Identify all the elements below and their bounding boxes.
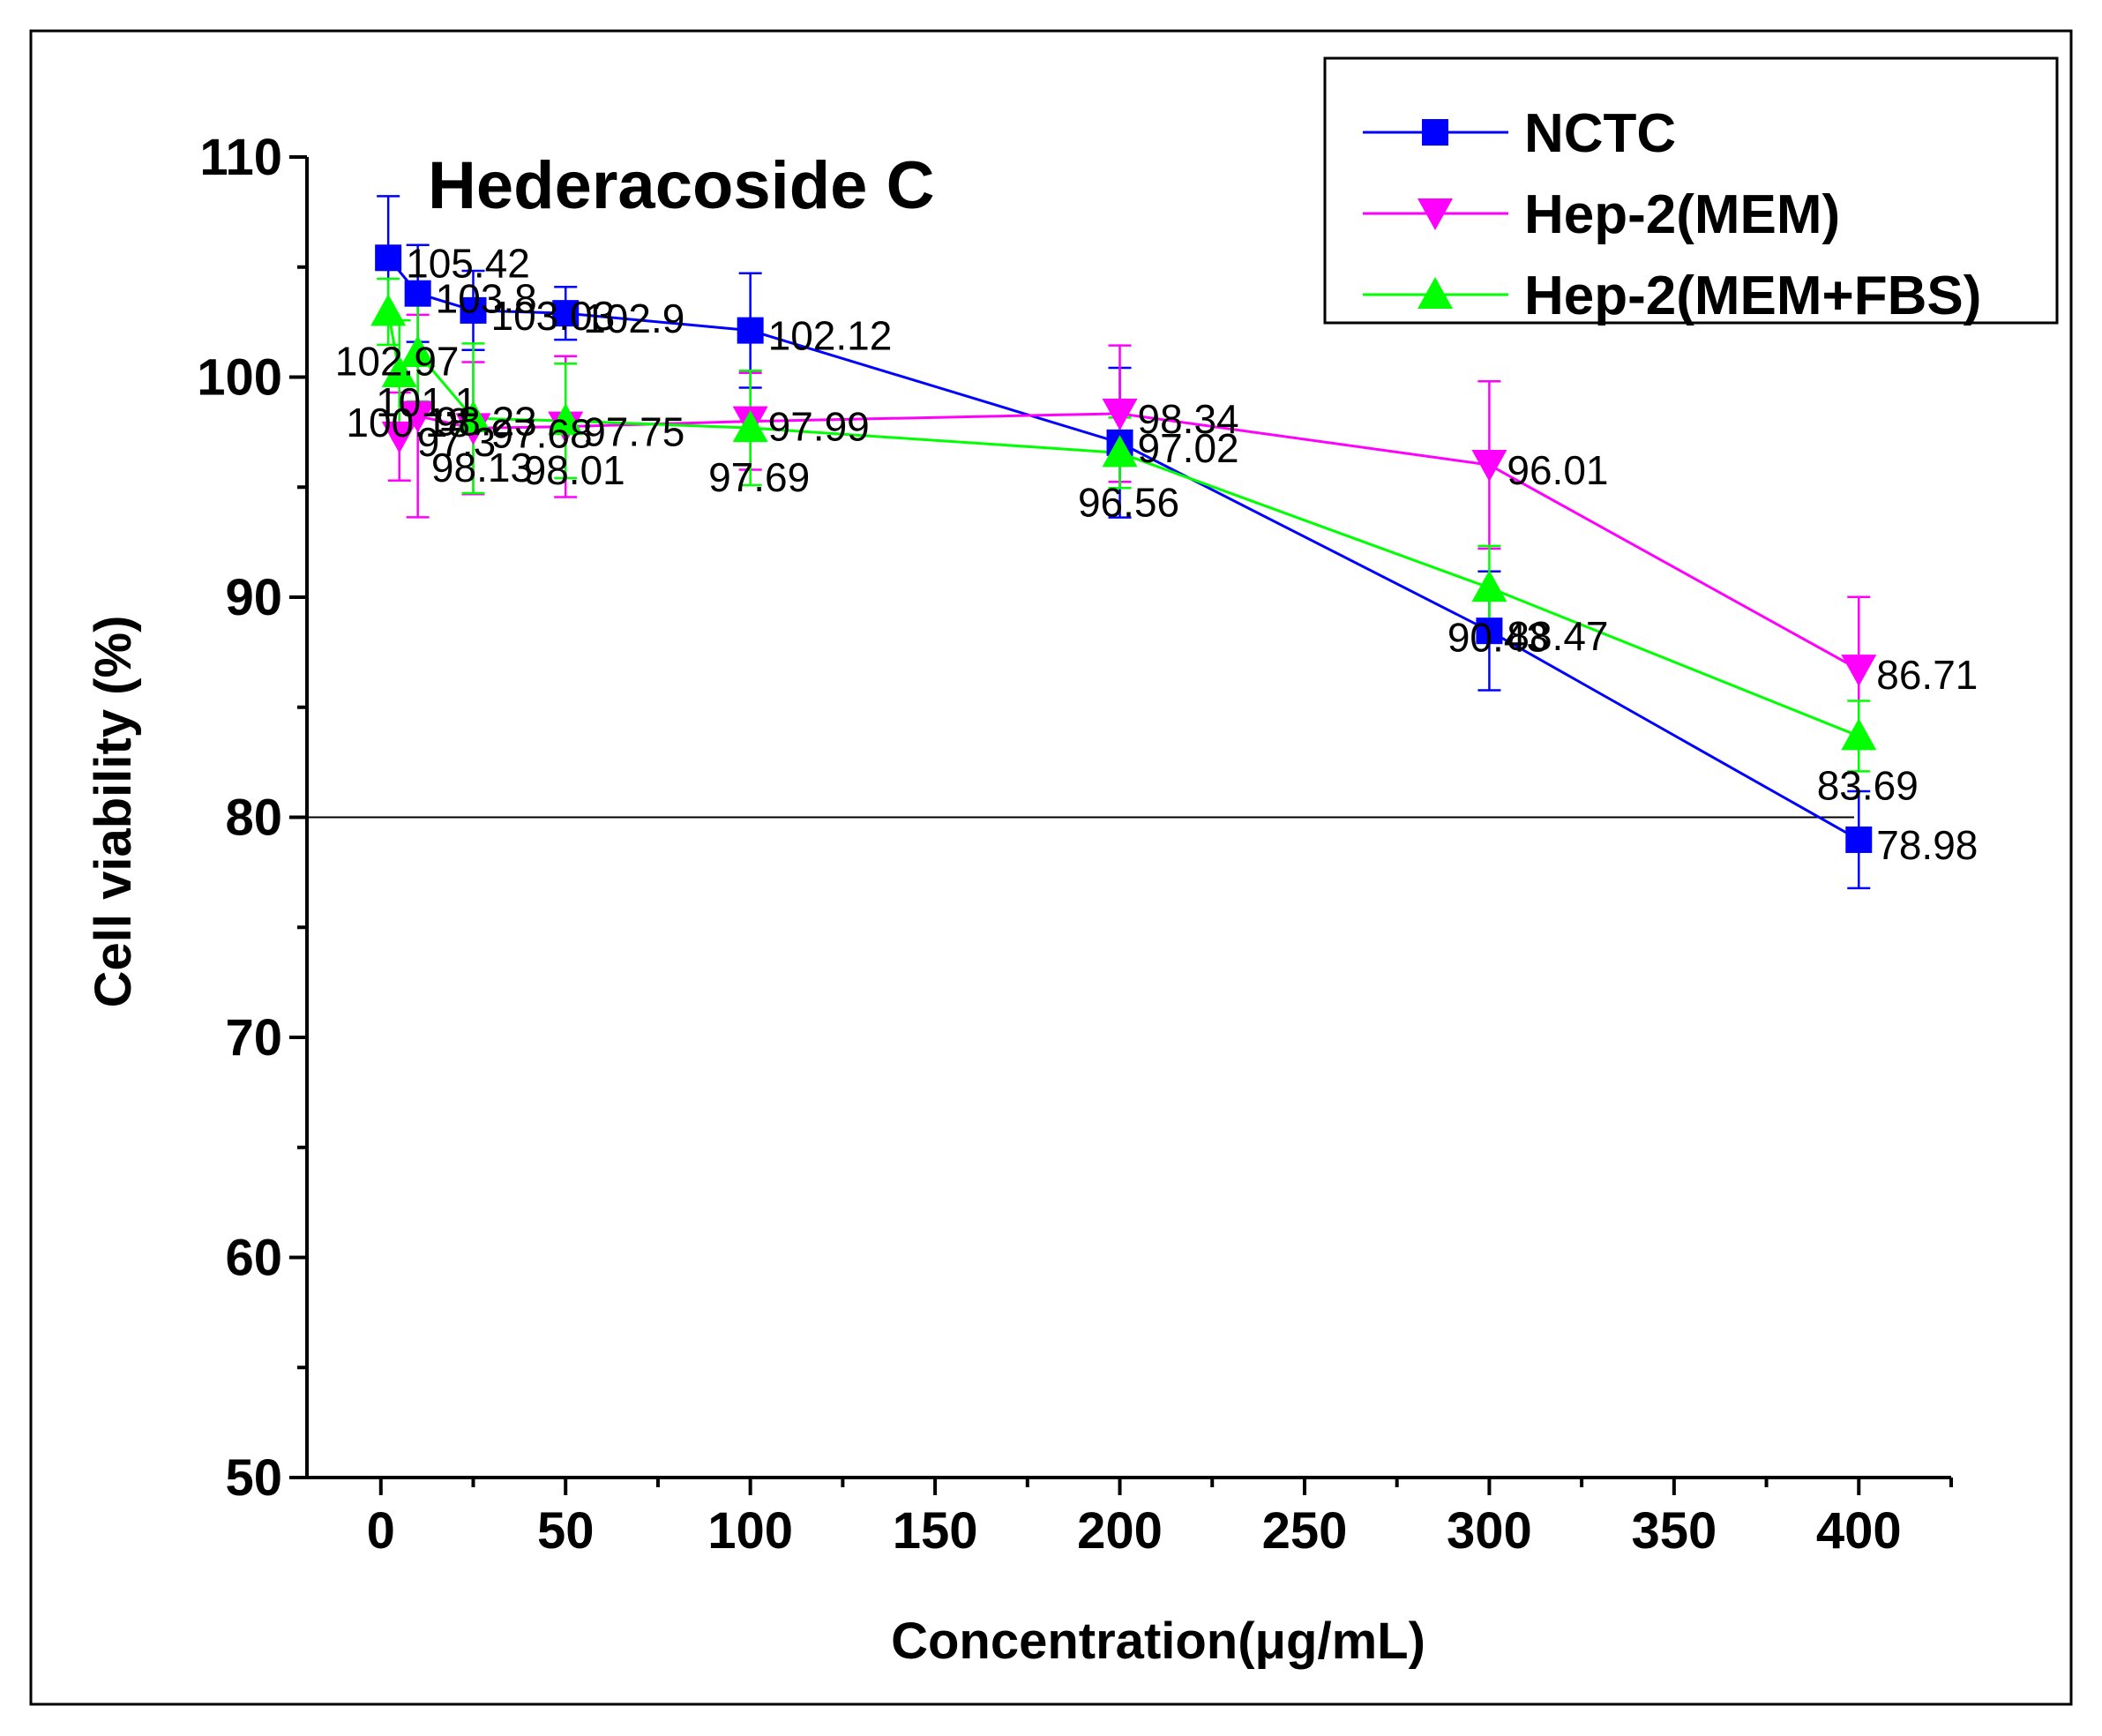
data-label: 98.23: [436, 399, 537, 445]
legend-label: Hep-2(MEM): [1524, 184, 1840, 245]
data-point: [1102, 435, 1138, 468]
x-tick-label: 100: [707, 1502, 793, 1560]
data-point: [460, 296, 487, 324]
legend-marker: [1422, 119, 1448, 146]
data-point: [1471, 570, 1507, 602]
data-label: 96.01: [1507, 447, 1608, 493]
legend-marker: [1418, 277, 1453, 309]
data-label: 98.13: [431, 445, 533, 490]
data-label: 97.68: [490, 410, 592, 456]
x-tick-label: 250: [1262, 1502, 1348, 1560]
data-label: 96.56: [1078, 479, 1179, 525]
data-label: 97.75: [583, 409, 684, 455]
data-point: [552, 300, 580, 327]
data-label: 97.69: [708, 454, 810, 500]
data-point: [375, 244, 402, 272]
data-point: [381, 421, 417, 453]
data-point: [737, 317, 764, 344]
data-label: 86.71: [1876, 652, 1978, 698]
legend-label: NCTC: [1524, 103, 1676, 164]
data-label: 98.01: [524, 447, 625, 493]
data-point: [1841, 718, 1877, 751]
y-tick-label: 110: [199, 129, 282, 186]
data-point: [1845, 826, 1873, 853]
data-label: 83.69: [1817, 762, 1919, 808]
y-tick-label: 50: [225, 1449, 282, 1507]
chart-title: Hederacoside C: [428, 148, 934, 223]
y-tick-label: 90: [225, 569, 282, 626]
data-point: [1476, 617, 1503, 645]
data-label: 103.03: [490, 293, 615, 339]
data-label: 90.43: [1447, 614, 1549, 660]
data-label: 102.12: [768, 313, 893, 359]
data-label: 102.9: [583, 296, 684, 341]
data-point: [455, 400, 491, 433]
y-tick-label: 60: [225, 1230, 282, 1287]
legend-label: Hep-2(MEM+FBS): [1524, 266, 1981, 326]
y-tick-label: 100: [197, 349, 282, 407]
data-point: [370, 294, 407, 326]
data-label: 102.97: [335, 338, 460, 384]
x-tick-label: 350: [1631, 1502, 1717, 1560]
data-point: [404, 280, 431, 307]
x-tick-label: 400: [1816, 1502, 1902, 1560]
x-tick-label: 200: [1077, 1502, 1163, 1560]
legend-box: [1323, 56, 2059, 325]
data-point: [548, 403, 584, 436]
y-axis-title: Cell viability (%): [85, 616, 142, 1008]
data-point: [381, 355, 417, 388]
x-tick-label: 0: [367, 1502, 395, 1560]
legend: NCTC Hep-2(MEM) Hep-2(MEM+FBS): [1323, 56, 2059, 326]
data-point: [400, 400, 436, 433]
x-axis-title: Concentration(μg/mL): [891, 1613, 1425, 1670]
data-point: [400, 335, 436, 368]
data-label: 103.8: [436, 276, 537, 322]
data-label: 97.3: [417, 419, 497, 465]
data-point: [732, 410, 768, 443]
data-label: 98.34: [1138, 396, 1239, 442]
data-label: 97.02: [1138, 425, 1239, 471]
data-point: [1841, 655, 1877, 687]
legend-marker: [1418, 198, 1453, 230]
data-label: 88.47: [1507, 613, 1608, 659]
x-tick-label: 50: [537, 1502, 595, 1560]
data-label: 101.1: [376, 379, 477, 425]
data-point: [1471, 450, 1507, 483]
y-tick-label: 80: [225, 789, 282, 847]
data-label: 78.98: [1876, 822, 1978, 868]
data-label: 97.99: [768, 404, 870, 450]
x-tick-label: 150: [893, 1502, 978, 1560]
data-label: 100.18: [346, 400, 470, 445]
data-label: 105.42: [406, 240, 530, 286]
x-tick-label: 300: [1447, 1502, 1532, 1560]
y-tick-label: 70: [225, 1009, 282, 1066]
data-point: [1102, 398, 1138, 430]
